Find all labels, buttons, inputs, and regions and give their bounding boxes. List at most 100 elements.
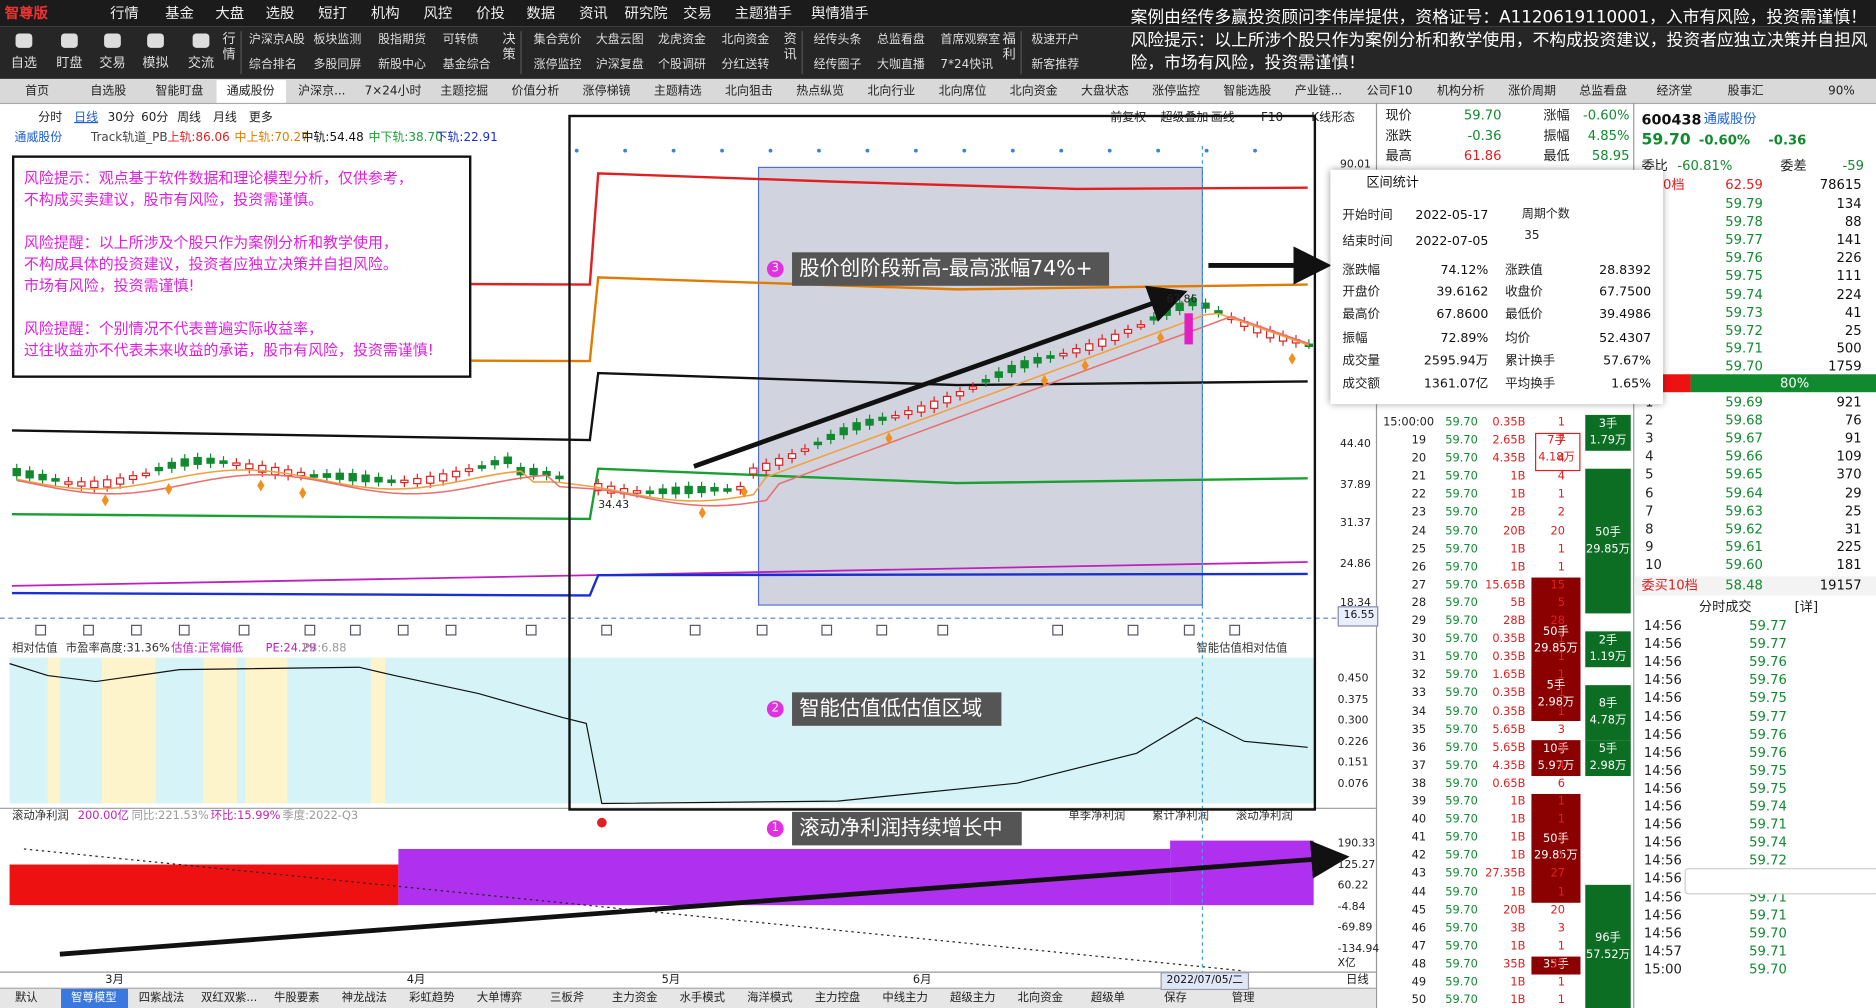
tool-button[interactable]: 盯盘 [56, 55, 83, 71]
tab[interactable]: 大盘状态 [1080, 84, 1129, 99]
menu-item[interactable]: 选股 [265, 4, 295, 22]
period-button[interactable]: 周线 [177, 111, 202, 125]
chart-tool[interactable]: K线形态 [1311, 111, 1356, 125]
toolbar-link[interactable]: 沪深京A股 [248, 33, 305, 47]
chart-tool[interactable]: F10 [1261, 111, 1284, 125]
menu-item[interactable]: 机构 [370, 4, 400, 22]
tab[interactable]: 涨停梯镜 [582, 84, 631, 99]
chart-tool[interactable]: 前复权 [1110, 111, 1147, 125]
tab[interactable]: 主题挖掘 [440, 84, 489, 99]
model-tab[interactable]: 双红双紫... [200, 991, 258, 1005]
model-tab[interactable]: 管理 [1231, 991, 1255, 1005]
toolbar-link[interactable]: 新股中心 [378, 58, 426, 72]
model-tab[interactable]: 中线主力 [882, 991, 928, 1005]
tool-button[interactable]: 模拟 [142, 55, 169, 71]
tab[interactable]: 北向资金 [1009, 84, 1058, 99]
toolbar-link[interactable]: 可转债 [442, 33, 479, 47]
toolbar-link[interactable]: 多股同屏 [313, 58, 362, 72]
model-tab[interactable]: 超级单 [1090, 991, 1125, 1005]
model-tab[interactable]: 超级主力 [949, 991, 996, 1005]
tab[interactable]: 北向行业 [867, 84, 916, 99]
model-tab[interactable]: 四紫战法 [138, 991, 185, 1005]
tool-button[interactable]: 交易 [99, 55, 126, 71]
period-button[interactable]: 30分 [107, 111, 135, 125]
menu-item[interactable]: 研究院 [624, 4, 668, 22]
toolbar-link[interactable]: 沪深复盘 [595, 58, 644, 72]
model-tab[interactable]: 主力控盘 [814, 991, 861, 1005]
menu-item[interactable]: 短打 [318, 4, 347, 22]
toolbar-link[interactable]: 综合排名 [248, 58, 297, 72]
tab[interactable]: 智能选股 [1223, 84, 1272, 99]
tab[interactable]: 价值分析 [511, 84, 560, 99]
menu-item[interactable]: 大盘 [215, 4, 245, 22]
tab[interactable]: 涨价周期 [1508, 84, 1556, 99]
toolbar-link[interactable]: 新客推荐 [1031, 58, 1080, 72]
tool-button[interactable]: 交流 [187, 55, 215, 71]
tab[interactable]: 机构分析 [1436, 84, 1485, 99]
model-tab[interactable]: 大单博弈 [476, 991, 523, 1005]
toolbar-link[interactable]: 分红送转 [721, 58, 770, 72]
menu-item[interactable]: 行情 [110, 4, 139, 22]
tab[interactable]: 自选股 [90, 84, 127, 99]
tab[interactable]: 涨停监控 [1152, 84, 1201, 99]
model-tab[interactable]: 默认 [14, 991, 38, 1005]
toolbar-link[interactable]: 经传圈子 [813, 58, 862, 72]
tab[interactable]: 首页 [25, 84, 50, 99]
toolbar-link[interactable]: 大盘云图 [595, 33, 644, 47]
model-tab[interactable]: 三板斧 [550, 991, 585, 1005]
tab[interactable]: 通威股份 [226, 84, 275, 99]
toolbar-link[interactable]: 涨停监控 [533, 58, 582, 72]
toolbar-link[interactable]: 个股调研 [658, 58, 706, 72]
menu-item[interactable]: 数据 [526, 4, 556, 22]
menu-item[interactable]: 资讯 [579, 4, 608, 22]
toolbar-link[interactable]: 基金综合 [442, 58, 491, 72]
menu-item[interactable]: 基金 [165, 4, 194, 22]
period-button[interactable]: 日线 [74, 111, 99, 125]
chart-tool[interactable]: 超级叠加 [1160, 111, 1209, 125]
model-tab[interactable]: 海洋模式 [747, 991, 793, 1005]
trades-link[interactable]: [详] [1794, 599, 1819, 615]
menu-item[interactable]: 风控 [423, 4, 453, 22]
chart-tool[interactable]: 画线 [1210, 111, 1235, 125]
menu-item[interactable]: 主题猎手 [734, 4, 793, 22]
tab[interactable]: 智能盯盘 [155, 84, 204, 99]
tool-button[interactable]: 自选 [10, 55, 38, 71]
toolbar-link[interactable]: 总监看盘 [876, 33, 925, 47]
period-button[interactable]: 月线 [212, 111, 237, 125]
tab[interactable]: 主题精选 [653, 84, 702, 99]
tab[interactable]: 7×24小时 [364, 84, 422, 99]
toolbar-link[interactable]: 板块监测 [313, 33, 362, 47]
tab[interactable]: 产业链... [1294, 84, 1343, 99]
model-tab[interactable]: 智尊模型 [71, 991, 117, 1005]
tab[interactable]: 经济堂 [1656, 84, 1693, 99]
model-tab[interactable]: 水手模式 [679, 991, 726, 1005]
model-tab[interactable]: 牛股要素 [273, 991, 320, 1005]
tab[interactable]: 总监看盘 [1579, 84, 1628, 99]
model-tab[interactable]: 保存 [1164, 991, 1187, 1005]
model-tab[interactable]: 主力资金 [611, 991, 658, 1005]
toolbar-link[interactable]: 龙虎资金 [658, 33, 706, 47]
tab[interactable]: 北向席位 [938, 84, 987, 99]
toolbar-link[interactable]: 7*24快讯 [940, 58, 994, 72]
tab[interactable]: 北向狙击 [725, 84, 773, 99]
tab[interactable]: 公司F10 [1366, 84, 1413, 99]
menu-item[interactable]: 舆情猎手 [811, 4, 869, 22]
period-button[interactable]: 60分 [141, 111, 169, 125]
period-button[interactable]: 分时 [38, 111, 63, 125]
toolbar-link[interactable]: 大咖直播 [876, 58, 925, 72]
model-tab[interactable]: 神龙战法 [341, 991, 388, 1005]
toolbar-link[interactable]: 股指期货 [378, 33, 426, 47]
tab[interactable]: 热点纵览 [796, 84, 845, 99]
toolbar-link[interactable]: 北向资金 [721, 33, 770, 47]
period-button[interactable]: 更多 [248, 111, 273, 125]
model-tab[interactable]: 彩虹趋势 [409, 991, 455, 1005]
toolbar-link[interactable]: 极速开户 [1031, 33, 1080, 47]
tab[interactable]: 股事汇 [1727, 84, 1764, 99]
model-tab[interactable]: 北向资金 [1017, 991, 1064, 1005]
menu-item[interactable]: 交易 [683, 4, 712, 22]
toolbar-link[interactable]: 集合竞价 [533, 33, 582, 47]
tab[interactable]: 沪深京... [298, 84, 346, 99]
toolbar-link[interactable]: 首席观察室 [940, 33, 1001, 47]
menu-item[interactable]: 价投 [476, 4, 505, 22]
toolbar-link[interactable]: 经传头条 [813, 33, 862, 47]
